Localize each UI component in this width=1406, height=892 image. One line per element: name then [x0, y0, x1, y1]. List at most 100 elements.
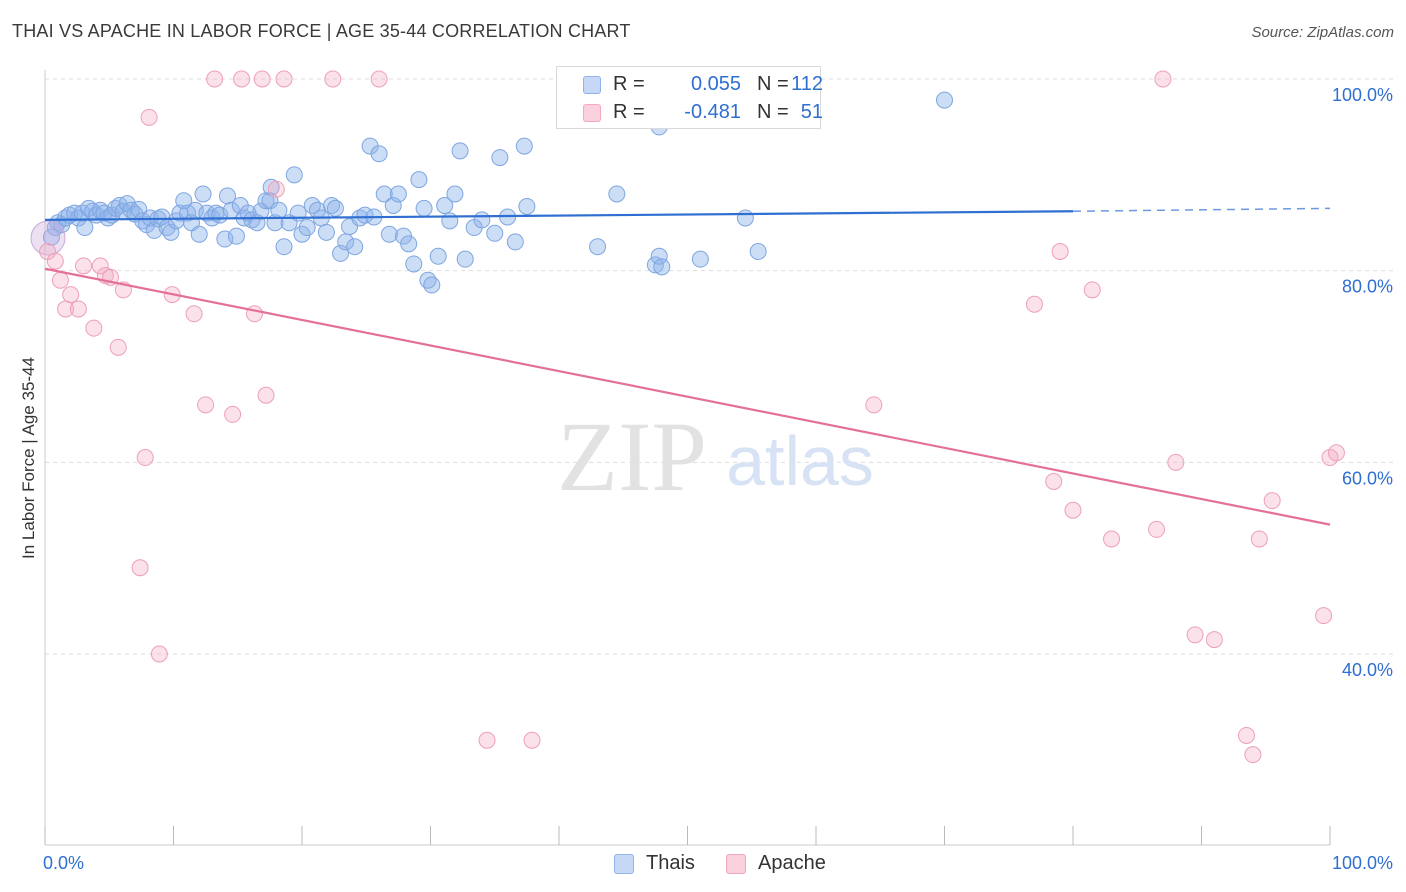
legend-r-label: R = — [613, 101, 645, 123]
legend-r-value: -0.481 — [684, 101, 741, 123]
apache-point — [324, 70, 342, 88]
apache-point — [51, 271, 69, 289]
apache-point — [1186, 626, 1204, 644]
thais-point — [405, 255, 423, 273]
apache-point — [1327, 444, 1345, 462]
apache-point — [1025, 295, 1043, 313]
apache-point — [1103, 530, 1121, 548]
legend-n-value: 112 — [791, 73, 823, 95]
thais-point — [218, 187, 236, 205]
legend-r-value: 0.055 — [690, 73, 741, 95]
thais-point — [736, 209, 754, 227]
thais-point — [190, 225, 208, 243]
thais-point — [400, 235, 418, 253]
apache-point — [91, 257, 109, 275]
apache-point — [1051, 243, 1069, 260]
thais-point — [608, 185, 626, 203]
apache-swatch — [583, 104, 601, 122]
thais-point — [227, 227, 245, 245]
correlation-legend: R = 0.055 N = 112 R = -0.481 N = 51 — [556, 66, 823, 129]
thais-point — [198, 204, 216, 222]
apache-point — [109, 338, 127, 356]
legend-n-label: N = — [757, 73, 789, 95]
thais-point — [650, 247, 668, 265]
thais-point — [42, 228, 60, 246]
apache-point — [267, 180, 285, 198]
thais-point — [506, 233, 524, 251]
thais-point — [76, 219, 94, 237]
apache-swatch — [726, 854, 746, 874]
thais-point — [375, 185, 393, 203]
apache-point — [1263, 492, 1281, 510]
apache-point — [197, 396, 215, 414]
thais-point — [429, 247, 447, 265]
thais-point — [473, 211, 491, 229]
series-thais-points — [30, 91, 953, 294]
y-tick-label: 60.0% — [1342, 468, 1393, 488]
x-tick-label: 100.0% — [1332, 853, 1393, 873]
thais-point — [515, 137, 533, 155]
thais-point — [257, 192, 275, 210]
thais-point — [370, 145, 388, 163]
apache-point — [1083, 281, 1101, 299]
thais-point — [285, 166, 303, 184]
thais-point — [446, 185, 464, 203]
chart-title: THAI VS APACHE IN LABOR FORCE | AGE 35-4… — [12, 21, 631, 41]
thais-point — [436, 197, 454, 214]
apache-point — [1148, 520, 1166, 538]
thais-swatch — [614, 854, 634, 874]
apache-point — [1167, 453, 1185, 471]
apache-point — [1250, 530, 1268, 548]
apache-point — [69, 300, 87, 318]
thais-point — [380, 225, 398, 243]
thais-point — [491, 149, 509, 167]
x-tick-label: 0.0% — [43, 853, 84, 873]
thais-point — [518, 197, 536, 215]
legend-r-label: R = — [613, 73, 645, 95]
apache-point — [245, 305, 263, 323]
thais-point — [646, 256, 664, 274]
legend-n-value: 51 — [800, 101, 823, 123]
apache-point — [1064, 501, 1082, 519]
watermark-zip: ZIP — [557, 401, 707, 512]
apache-point — [185, 305, 203, 323]
source-label: Source: ZipAtlas.com — [1251, 24, 1394, 41]
apache-point — [75, 257, 93, 275]
thais-point — [389, 185, 407, 203]
thais-point — [275, 238, 293, 256]
apache-point — [478, 731, 496, 749]
y-tick-label: 80.0% — [1342, 277, 1393, 297]
legend-label-thais: Thais — [646, 852, 695, 874]
apache-point — [150, 645, 168, 663]
thais-point — [749, 243, 767, 260]
apache-point — [206, 70, 224, 88]
thais-point — [691, 250, 709, 268]
apache-point — [257, 386, 275, 404]
thais-point — [936, 91, 953, 109]
watermark-atlas: atlas — [726, 422, 874, 500]
thais-point — [194, 185, 212, 203]
apache-point — [523, 731, 541, 749]
apache-point — [253, 70, 271, 88]
thais-point — [456, 250, 474, 268]
apache-point — [1244, 746, 1262, 764]
thais-point — [153, 208, 171, 226]
apache-point — [275, 70, 293, 88]
thais-point — [441, 212, 459, 230]
thais-point — [298, 219, 316, 237]
legend-label-apache: Apache — [758, 852, 826, 874]
apache-point — [46, 252, 64, 270]
thais-point — [423, 276, 441, 294]
apache-point — [1205, 631, 1223, 649]
thais-point — [30, 220, 66, 256]
watermark: ZIP atlas — [557, 401, 874, 512]
thais-point — [486, 224, 504, 242]
thais-point — [243, 211, 261, 229]
apache-trend-line — [44, 267, 1331, 526]
apache-point — [131, 559, 149, 577]
axes — [44, 70, 1331, 846]
gridlines — [45, 78, 1395, 655]
thais-trend-extension — [1072, 207, 1331, 212]
y-axis-label: In Labor Force | Age 35-44 — [19, 357, 38, 559]
apache-point — [1315, 607, 1333, 625]
